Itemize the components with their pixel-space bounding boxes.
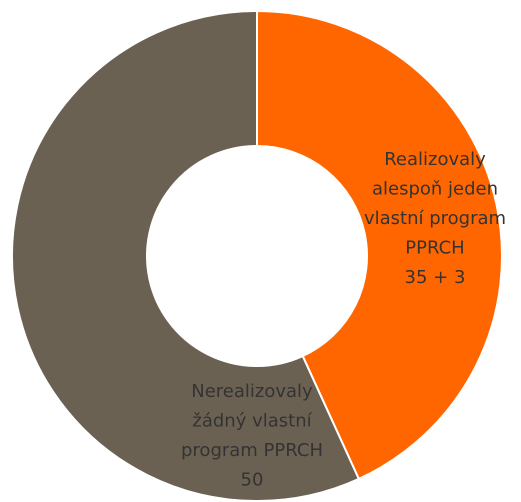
label-line: žádný vlastní: [192, 411, 312, 432]
donut-segment: [11, 9, 361, 502]
label-line: alespoň jeden: [372, 179, 498, 200]
label-line: vlastní program: [364, 208, 506, 229]
label-line: Realizovaly: [384, 149, 486, 170]
label-line: PPRCH: [405, 238, 464, 259]
value-label: 50: [241, 470, 264, 491]
segment-label: Realizovaly alespoň jeden vlastní program P…: [364, 149, 506, 259]
label-line: Nerealizovaly: [191, 381, 313, 402]
label-line: program PPRCH: [181, 440, 323, 461]
segment-label: Nerealizovaly žádný vlastní program PPRCH: [181, 381, 323, 461]
value-label: 35 + 3: [405, 267, 466, 288]
donut-segment: [256, 9, 503, 481]
